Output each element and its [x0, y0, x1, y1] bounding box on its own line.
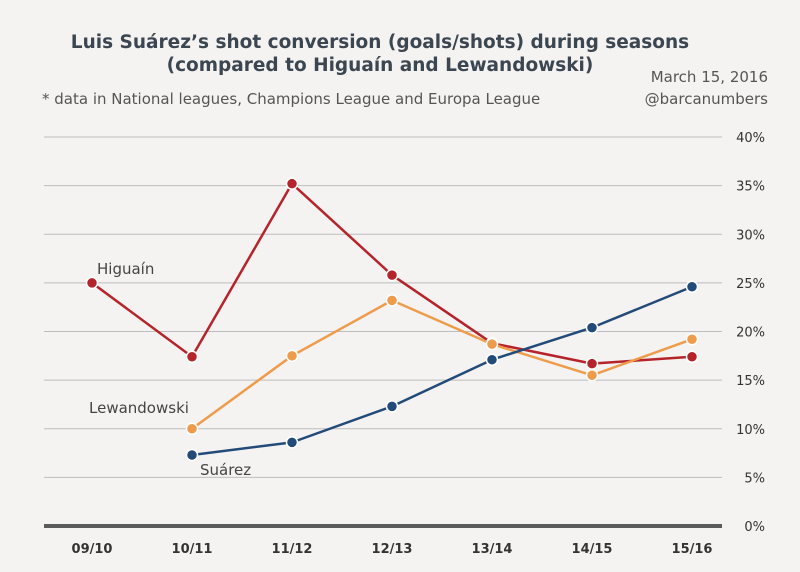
x-tick-label: 15/16	[672, 542, 713, 557]
chart-subtitle: * data in National leagues, Champions Le…	[42, 90, 541, 108]
data-point	[685, 333, 699, 346]
series-label: Lewandowski	[89, 399, 189, 417]
data-point	[185, 422, 199, 435]
series-label: Suárez	[200, 461, 251, 479]
data-point	[285, 177, 299, 190]
y-tick-label: 0%	[744, 520, 765, 535]
chart-title-line2: (compared to Higuaín and Lewandowski)	[166, 55, 594, 76]
data-point	[485, 337, 499, 351]
x-tick-label: 13/14	[472, 542, 513, 557]
y-tick-label: 10%	[736, 423, 765, 438]
data-point	[585, 369, 599, 382]
x-tick-label: 12/13	[372, 542, 413, 557]
series-line	[191, 285, 693, 457]
data-point	[185, 448, 199, 462]
x-tick-label: 14/15	[572, 542, 613, 557]
y-tick-label: 30%	[736, 228, 765, 243]
data-point	[685, 280, 699, 294]
author-handle: @barcanumbers	[644, 90, 768, 108]
data-point	[185, 350, 199, 364]
data-point	[485, 353, 499, 366]
data-point	[585, 357, 599, 370]
x-tick-label: 10/11	[172, 542, 213, 557]
data-point	[385, 294, 399, 307]
data-point	[385, 268, 399, 282]
x-tick-label: 11/12	[272, 542, 313, 557]
y-tick-label: 15%	[736, 374, 765, 389]
data-point	[285, 436, 299, 449]
chart-title-line1: Luis Suárez’s shot conversion (goals/sho…	[70, 32, 690, 53]
x-tick-label: 09/10	[72, 542, 113, 557]
data-point	[585, 321, 599, 334]
y-tick-label: 5%	[744, 471, 765, 486]
data-point	[85, 276, 99, 290]
y-tick-label: 25%	[736, 277, 765, 292]
series-line	[191, 299, 693, 430]
chart-date: March 15, 2016	[650, 68, 768, 86]
series-label: Higuaín	[97, 260, 154, 278]
y-tick-label: 40%	[736, 131, 765, 146]
data-point	[285, 349, 299, 363]
data-point	[385, 400, 399, 413]
y-tick-label: 35%	[736, 180, 765, 195]
y-tick-label: 20%	[736, 326, 765, 341]
data-point	[685, 350, 699, 364]
